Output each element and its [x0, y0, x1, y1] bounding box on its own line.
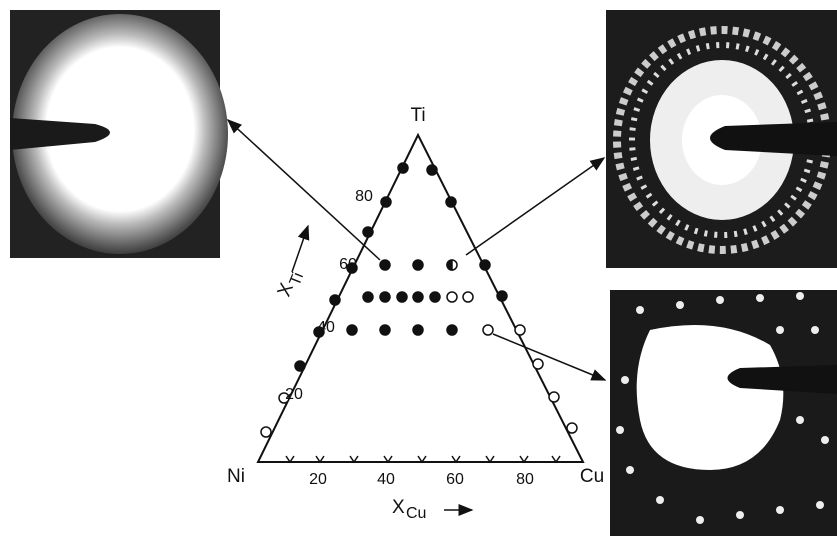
- vertex-label: Cu: [580, 466, 604, 487]
- axis-label: X: [392, 497, 405, 518]
- figure: Ti Ni Cu 20 40 60 80 80 60 40 20 X Ti X …: [0, 0, 837, 536]
- diffraction-amorphous: [10, 10, 228, 258]
- tick-label: 80: [355, 188, 373, 205]
- tick-label: 80: [516, 471, 534, 488]
- tick-label: 60: [339, 256, 357, 273]
- tick-label: 40: [377, 471, 395, 488]
- pointer-arrows: [228, 120, 605, 510]
- diffraction-rings: [606, 10, 837, 268]
- axis-label-subscript: Cu: [406, 505, 426, 522]
- tick-label: 20: [309, 471, 327, 488]
- tick-label: 40: [317, 319, 335, 336]
- diffraction-spots: [610, 290, 837, 536]
- vertex-label: Ni: [227, 466, 245, 487]
- tick-label: 60: [446, 471, 464, 488]
- tick-label: 20: [285, 386, 303, 403]
- vertex-label: Ti: [410, 105, 425, 126]
- composition-points: [261, 163, 577, 437]
- page: Ti Ni Cu 20 40 60 80 80 60 40 20 X Ti X …: [0, 0, 837, 536]
